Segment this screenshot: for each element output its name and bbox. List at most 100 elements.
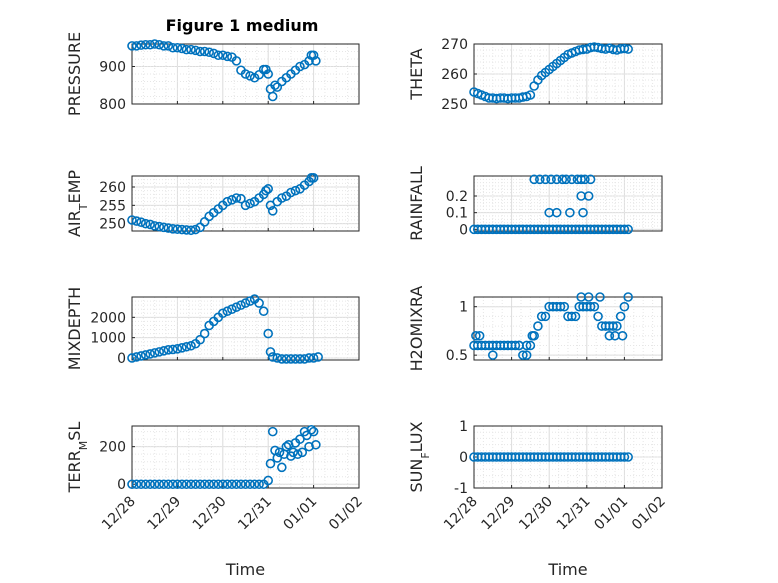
data-point bbox=[272, 353, 283, 363]
data-point bbox=[136, 217, 146, 227]
data-point bbox=[589, 301, 600, 312]
y-axis-label-tail: EMP bbox=[65, 170, 84, 204]
data-point bbox=[245, 71, 255, 81]
x-tick-label: 12/28 bbox=[441, 494, 481, 534]
axes-box bbox=[473, 296, 663, 361]
y-axis-label-tail: LUX bbox=[407, 421, 426, 452]
data-point bbox=[551, 207, 562, 218]
data-point bbox=[218, 50, 228, 61]
data-point bbox=[168, 479, 178, 490]
data-point bbox=[149, 479, 160, 490]
data-point bbox=[136, 40, 146, 50]
data-point bbox=[277, 354, 287, 364]
data-point bbox=[583, 292, 594, 302]
data-point bbox=[576, 174, 586, 185]
data-point bbox=[536, 311, 547, 322]
y-axis-label-tail: SL bbox=[65, 422, 84, 441]
data-point bbox=[181, 479, 192, 490]
data-point bbox=[186, 479, 196, 490]
y-tick-label: 1 bbox=[459, 419, 468, 435]
data-point bbox=[557, 174, 568, 185]
data-point bbox=[222, 479, 233, 490]
y-tick-label: 2000 bbox=[90, 310, 126, 326]
data-point bbox=[163, 223, 174, 233]
data-point bbox=[619, 224, 630, 235]
data-point bbox=[172, 344, 183, 354]
x-tick-label: 01/02 bbox=[629, 494, 669, 534]
data-point bbox=[154, 479, 165, 490]
x-tick-label: 12/29 bbox=[144, 494, 184, 534]
y-axis-label-main: TERR bbox=[65, 450, 84, 493]
data-point bbox=[263, 184, 274, 194]
data-point bbox=[199, 328, 210, 339]
data-point bbox=[131, 479, 142, 490]
data-point bbox=[208, 479, 219, 490]
data-point bbox=[136, 479, 146, 490]
data-point bbox=[195, 479, 205, 490]
data-point bbox=[140, 479, 151, 490]
data-point bbox=[623, 224, 633, 235]
data-point bbox=[163, 41, 174, 51]
y-tick-label: 1000 bbox=[90, 331, 126, 347]
y-tick-label: 200 bbox=[99, 440, 126, 456]
data-point bbox=[261, 185, 271, 196]
data-point bbox=[158, 41, 169, 51]
x-tick-label: 12/31 bbox=[554, 494, 594, 534]
data-point bbox=[521, 350, 532, 360]
x-tick-label: 12/28 bbox=[99, 494, 139, 534]
x-tick-label: 12/29 bbox=[479, 494, 519, 534]
data-point bbox=[186, 225, 196, 236]
data-point bbox=[154, 221, 165, 232]
data-point bbox=[274, 447, 285, 458]
x-tick-label: 12/30 bbox=[190, 494, 230, 534]
data-point bbox=[595, 292, 605, 302]
data-point bbox=[311, 439, 321, 450]
data-point bbox=[140, 39, 151, 50]
data-point bbox=[127, 479, 137, 490]
data-point bbox=[308, 173, 319, 183]
data-point bbox=[308, 50, 319, 61]
y-axis-label-subscript: T bbox=[77, 203, 90, 211]
data-point bbox=[580, 174, 590, 185]
data-point bbox=[172, 42, 183, 53]
data-point bbox=[195, 46, 205, 57]
data-point bbox=[213, 50, 224, 61]
data-point bbox=[286, 354, 296, 364]
data-point bbox=[149, 221, 160, 231]
data-point bbox=[617, 330, 628, 341]
data-point bbox=[619, 452, 630, 462]
data-point bbox=[168, 224, 178, 234]
data-point bbox=[555, 301, 566, 312]
y-tick-label: 1 bbox=[459, 300, 468, 316]
data-point bbox=[195, 334, 205, 345]
data-point bbox=[565, 207, 575, 218]
y-axis-label-main: THETA bbox=[407, 48, 426, 100]
data-point bbox=[265, 458, 276, 469]
data-point bbox=[623, 292, 633, 302]
y-tick-label: 0 bbox=[459, 450, 468, 466]
y-tick-label: 0.2 bbox=[446, 189, 468, 205]
data-point bbox=[518, 350, 528, 360]
y-tick-label: 800 bbox=[99, 97, 126, 113]
data-point bbox=[570, 311, 581, 322]
data-point bbox=[551, 174, 562, 185]
data-point bbox=[231, 302, 242, 312]
data-point bbox=[308, 426, 319, 437]
y-tick-label: 0 bbox=[117, 477, 126, 493]
data-point bbox=[295, 61, 305, 72]
x-axis-label: Time bbox=[547, 560, 587, 579]
data-point bbox=[181, 225, 192, 235]
data-point bbox=[261, 64, 271, 75]
data-point bbox=[145, 349, 155, 359]
data-point bbox=[308, 353, 319, 363]
data-point bbox=[127, 41, 137, 51]
data-point bbox=[267, 206, 278, 216]
data-point bbox=[231, 479, 242, 490]
data-point bbox=[240, 200, 251, 211]
data-point bbox=[186, 340, 196, 351]
data-point bbox=[236, 300, 246, 310]
data-point bbox=[286, 187, 296, 198]
data-point bbox=[227, 479, 237, 490]
